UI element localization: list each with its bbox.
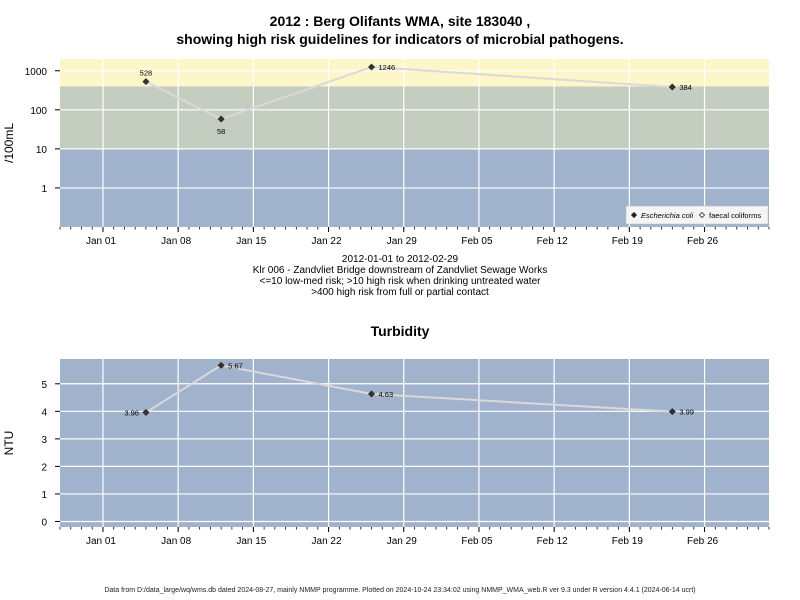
ecoli-x-tick-label: Jan 29 <box>387 236 417 247</box>
ecoli-y-tick-label: 100 <box>30 106 47 117</box>
turb-data-point <box>217 361 225 369</box>
turb-x-tick-label: Jan 15 <box>236 536 266 547</box>
ecoli-legend-box <box>625 205 769 225</box>
turb-data-label: 5.67 <box>228 361 243 370</box>
ecoli-x-tick-label: Jan 01 <box>86 236 116 247</box>
chart-title-line1: 2012 : Berg Olifants WMA, site 183040 , <box>269 13 531 29</box>
turb-y-tick-label: 4 <box>41 407 47 418</box>
turb-y-tick-label: 5 <box>41 380 47 391</box>
turb-y-tick-label: 1 <box>41 490 47 501</box>
ecoli-x-tick-label: Jan 22 <box>312 236 342 247</box>
turbidity-title: Turbidity <box>370 323 430 339</box>
turb-x-tick-label: Jan 01 <box>86 536 116 547</box>
date-range-caption: 2012-01-01 to 2012-02-29 <box>341 254 459 265</box>
ecoli-legend-marker-faecal <box>698 211 706 219</box>
risk-guideline-caption-2: >400 high risk from full or partial cont… <box>311 287 489 298</box>
turb-x-tick-label: Feb 26 <box>687 536 719 547</box>
turb-x-tick-label: Feb 12 <box>537 536 569 547</box>
turb-data-point <box>668 408 676 416</box>
turb-data-label: 3.99 <box>679 408 694 417</box>
turb-x-tick-label: Feb 19 <box>612 536 644 547</box>
ecoli-y-tick-label: 10 <box>36 145 48 156</box>
ecoli-high-risk-contact-band <box>60 59 769 87</box>
turb-data-point <box>142 408 150 416</box>
turb-y-tick-label: 2 <box>41 462 47 473</box>
ecoli-x-tick-label: Feb 19 <box>612 236 644 247</box>
turb-x-tick-label: Feb 05 <box>461 536 493 547</box>
turb-x-tick-label: Jan 29 <box>387 536 417 547</box>
ecoli-x-tick-label: Feb 26 <box>687 236 719 247</box>
ecoli-legend-marker-ecoli <box>630 211 638 219</box>
ecoli-x-tick-label: Feb 05 <box>461 236 493 247</box>
ecoli-data-point <box>668 83 676 91</box>
turb-data-point <box>367 390 376 398</box>
site-caption: Klr 006 - Zandvliet Bridge downstream of… <box>252 265 548 276</box>
ecoli-high-risk-drinking-band <box>60 86 769 149</box>
ecoli-y-tick-label: 1000 <box>25 67 48 78</box>
turb-y-tick-label: 0 <box>41 517 47 528</box>
ecoli-legend-label-faecal: faecal coliforms <box>709 211 761 220</box>
turb-x-tick-label: Jan 22 <box>312 536 342 547</box>
turb-y-axis-label: NTU <box>2 431 16 456</box>
ecoli-data-point <box>142 78 150 86</box>
ecoli-y-axis-label: /100mL <box>2 123 16 163</box>
ecoli-data-point <box>367 63 376 71</box>
turb-y-tick-label: 3 <box>41 435 47 446</box>
ecoli-x-tick-label: Jan 15 <box>236 236 266 247</box>
ecoli-data-label: 384 <box>679 83 692 92</box>
ecoli-x-tick-label: Feb 12 <box>537 236 569 247</box>
turb-data-label: 4.63 <box>379 390 394 399</box>
ecoli-data-label: 528 <box>140 69 153 78</box>
ecoli-x-tick-label: Jan 08 <box>161 236 191 247</box>
ecoli-y-tick-label: 1 <box>41 184 47 195</box>
ecoli-data-point <box>217 115 225 123</box>
turb-x-tick-label: Jan 08 <box>161 536 191 547</box>
footer-note: Data from D:/data_large/wq/wms.db dated … <box>104 587 696 594</box>
turb-series-line <box>145 364 673 414</box>
ecoli-series-line <box>145 66 673 121</box>
ecoli-legend-label-ecoli: Escherichia coli <box>641 211 693 220</box>
chart-title-line2: showing high risk guidelines for indicat… <box>176 31 624 47</box>
turb-data-label: 3.96 <box>124 408 139 417</box>
ecoli-data-label: 58 <box>217 127 225 136</box>
ecoli-data-label: 1246 <box>379 63 396 72</box>
risk-guideline-caption-1: <=10 low-med risk; >10 high risk when dr… <box>259 276 541 287</box>
